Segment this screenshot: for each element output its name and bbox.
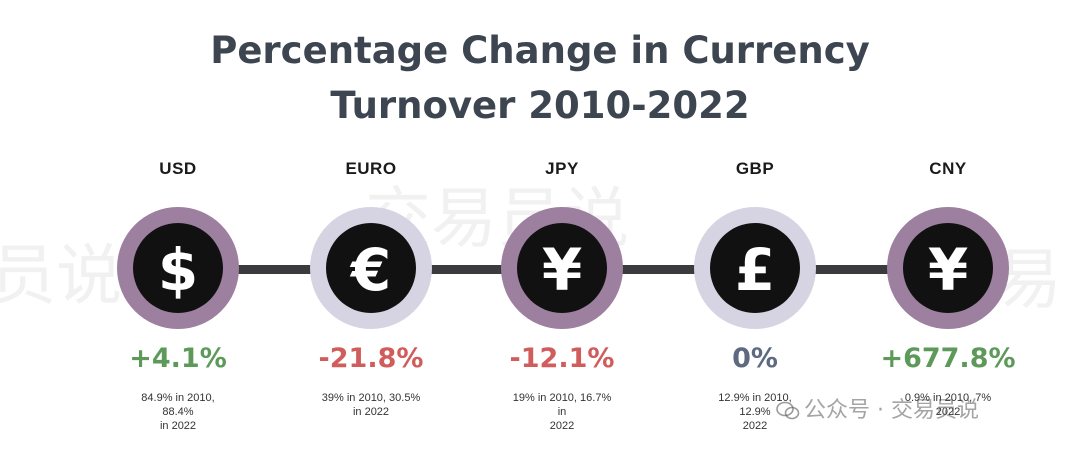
coin-ring: £ [694, 207, 816, 329]
currency-euro: EURO € -21.8% 39% in 2010, 30.5% in 2022 [271, 150, 471, 450]
euro-icon: € [326, 223, 416, 313]
chart-title-line-2: Turnover 2010-2022 [330, 84, 750, 127]
yen-icon: ¥ [517, 223, 607, 313]
wechat-watermark: 公众号 · 交易员说 [776, 392, 979, 424]
share-detail-line-2: in 2022 [352, 406, 390, 418]
share-detail-line-2: in 2022 [159, 420, 197, 432]
currency-symbol: $ [158, 236, 198, 304]
currency-usd: USD $ +4.1% 84.9% in 2010, 88.4% in 2022 [78, 150, 278, 450]
currency-cny: CNY ¥ +677.8% 0.9% in 2010, 7% 2022 [848, 150, 1048, 450]
coin-ring: ¥ [501, 207, 623, 329]
percentage-change: +4.1% [129, 343, 227, 374]
share-detail-line-2: 2022 [549, 420, 575, 432]
currency-code: CNY [929, 159, 967, 178]
share-detail-line-1: 84.9% in 2010, 88.4% [141, 392, 215, 418]
share-detail-line-1: 12.9% in 2010, 12.9% [718, 392, 792, 418]
watermark-label: 公众号 · 交易员说 [804, 398, 979, 423]
currency-code: JPY [545, 159, 579, 178]
yuan-icon: ¥ [903, 223, 993, 313]
currency-symbol: ¥ [928, 236, 968, 304]
currency-symbol: £ [735, 236, 775, 304]
pound-icon: £ [710, 223, 800, 313]
currency-gbp: GBP £0% 12.9% in 2010, 12.9% 2022 [655, 150, 855, 450]
currency-jpy: JPY ¥ -12.1% 19% in 2010, 16.7% in 2022 [462, 150, 662, 450]
dollar-icon: $ [133, 223, 223, 313]
share-detail: 0.9% in 2010, 7% 2022 [898, 391, 998, 419]
share-detail-line-2: 2022 [742, 420, 768, 432]
percentage-change: +677.8% [880, 343, 1016, 374]
currency-code: USD [159, 159, 197, 178]
share-detail-line-1: 39% in 2010, 30.5% [321, 392, 421, 404]
currency-symbol: ¥ [542, 236, 582, 304]
share-detail: 84.9% in 2010, 88.4% in 2022 [128, 391, 228, 433]
coin-ring: ¥ [887, 207, 1009, 329]
share-detail: 19% in 2010, 16.7% in 2022 [512, 391, 612, 433]
currency-symbol: € [349, 236, 391, 304]
currency-code: GBP [735, 159, 775, 178]
coin-ring: $ [117, 207, 239, 329]
percentage-change: -21.8% [318, 343, 424, 374]
share-detail: 12.9% in 2010, 12.9% 2022 [705, 391, 805, 433]
currency-code: EURO [345, 159, 397, 178]
coin-ring: € [310, 207, 432, 329]
percentage-change: 0% [732, 343, 778, 374]
share-detail-line-2: 2022 [935, 406, 961, 418]
percentage-change: -12.1% [509, 343, 615, 374]
wechat-icon [776, 401, 800, 420]
share-detail-line-1: 19% in 2010, 16.7% in [512, 392, 612, 418]
share-detail-line-1: 0.9% in 2010, 7% [904, 392, 992, 404]
share-detail: 39% in 2010, 30.5% in 2022 [321, 391, 421, 419]
chart-title-line-1: Percentage Change in Currency [210, 29, 870, 72]
